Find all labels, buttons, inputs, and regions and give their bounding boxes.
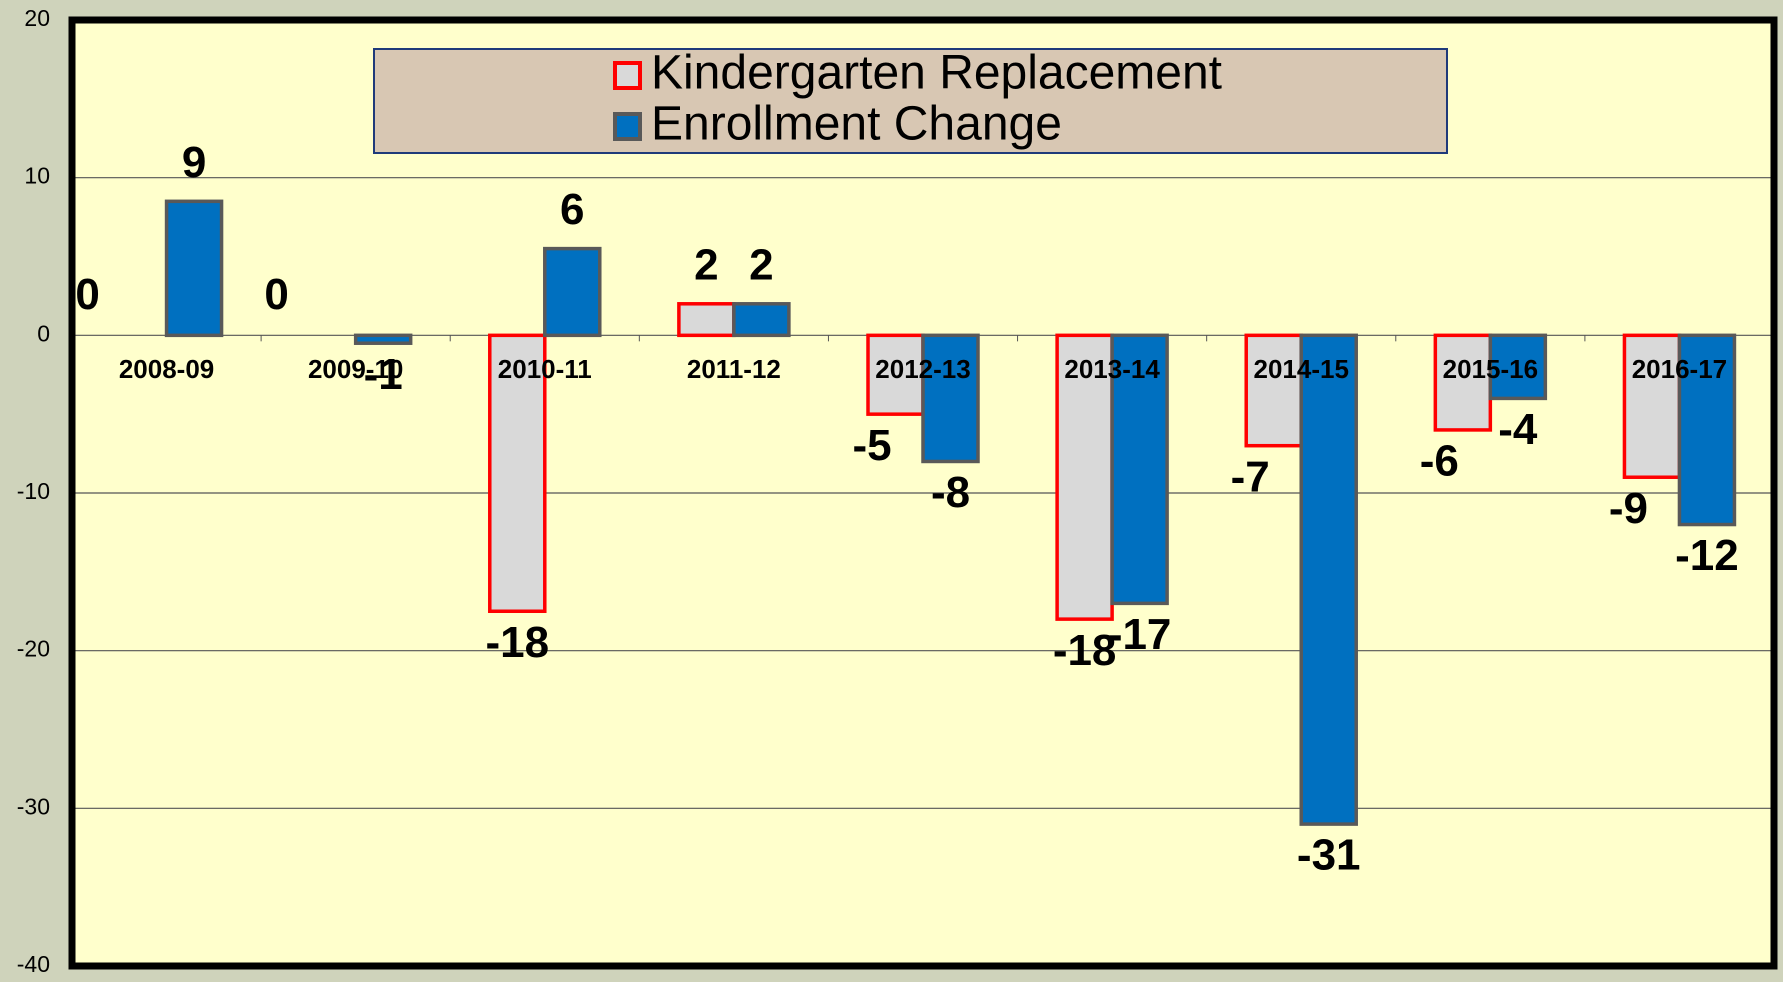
data-label: 2 — [694, 240, 718, 289]
data-label: -1 — [364, 350, 403, 399]
bar — [488, 333, 547, 613]
legend-swatch — [613, 112, 642, 141]
bar — [1488, 333, 1548, 401]
data-label: -12 — [1675, 531, 1739, 580]
x-tick-label: 2015-16 — [1443, 354, 1538, 384]
data-label: 6 — [560, 185, 584, 234]
data-label: -8 — [931, 468, 970, 517]
bar — [866, 333, 925, 416]
legend-box — [373, 48, 1448, 154]
data-label: 2 — [749, 240, 773, 289]
y-tick-label: -30 — [17, 793, 50, 819]
data-label: -17 — [1108, 610, 1172, 659]
bar — [732, 302, 791, 338]
x-tick-label: 2013-14 — [1064, 354, 1160, 384]
x-tick-label: 2014-15 — [1254, 354, 1349, 384]
data-label: 0 — [264, 270, 288, 319]
x-tick-label: 2011-12 — [687, 354, 781, 384]
bar — [543, 246, 602, 338]
bar — [1110, 333, 1169, 606]
legend-label: Kindergarten Replacement — [651, 47, 1222, 100]
data-label: -31 — [1297, 831, 1361, 880]
x-tick-label: 2008-09 — [119, 354, 214, 384]
data-label: -18 — [1053, 626, 1117, 675]
bar — [1244, 333, 1303, 448]
data-label: -4 — [1498, 405, 1538, 454]
y-tick-label: -40 — [17, 951, 50, 977]
bar — [1055, 333, 1114, 621]
bar — [164, 199, 224, 338]
data-label: -9 — [1609, 484, 1648, 533]
legend-label: Enrollment Change — [651, 98, 1062, 151]
data-label: -7 — [1231, 452, 1270, 501]
data-label: 9 — [182, 138, 206, 187]
y-tick-label: 0 — [37, 320, 50, 346]
x-tick-label: 2009-10 — [308, 354, 403, 384]
data-label: -6 — [1420, 437, 1459, 486]
x-tick-label: 2012-13 — [875, 354, 970, 384]
y-tick-label: 20 — [24, 5, 50, 31]
y-tick-label: -10 — [17, 478, 50, 504]
data-label: 0 — [75, 270, 99, 319]
data-label: -18 — [485, 618, 549, 667]
bar — [1677, 333, 1737, 527]
bar — [353, 333, 413, 345]
legend-swatch — [613, 61, 642, 90]
plot-border — [68, 16, 1778, 970]
data-label: -5 — [852, 421, 891, 470]
y-tick-label: 10 — [24, 163, 50, 189]
bar — [1433, 333, 1493, 432]
x-tick-label: 2010-11 — [498, 354, 592, 384]
bar — [1299, 333, 1358, 826]
x-tick-label: 2016-17 — [1632, 354, 1727, 384]
y-tick-label: -20 — [17, 636, 50, 662]
bar — [677, 302, 736, 338]
bar — [921, 333, 980, 464]
